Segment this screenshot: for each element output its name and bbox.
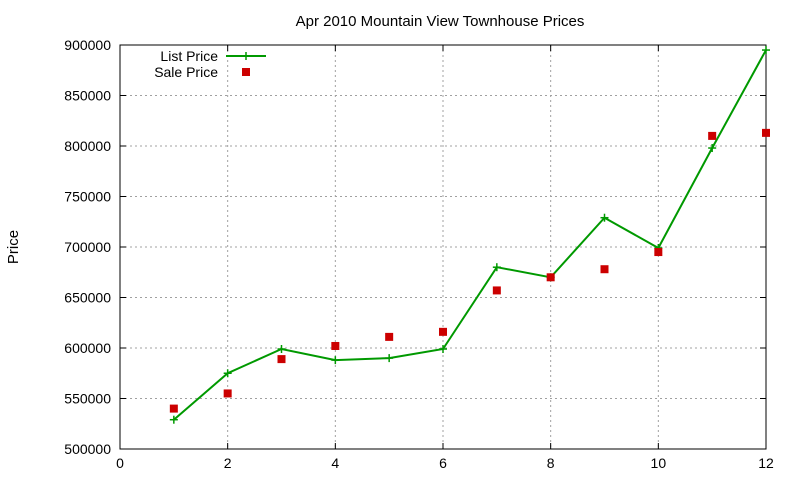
x-tick-label: 0 [116,455,124,471]
sale-price-point [762,128,770,137]
list-price-point [385,354,394,363]
y-tick-label: 650000 [64,290,111,306]
legend-label-sale-price: Sale Price [154,64,218,80]
legend-swatch-sale-price [242,68,250,76]
x-tick-label: 10 [651,455,667,471]
series [169,46,770,424]
list-price-point [277,345,286,354]
list-price-point [439,345,447,354]
y-axis-label: Price [5,230,22,264]
list-price-point [492,263,501,272]
sale-price-point [708,131,717,140]
sale-price-point [277,355,286,364]
x-tick-label: 2 [224,455,232,471]
legend-label-list-price: List Price [160,48,218,64]
y-tick-label: 600000 [64,340,111,356]
list-price-point [331,356,340,365]
y-tick-label: 500000 [64,441,111,457]
sale-price-point [492,286,501,295]
sale-price-point [600,265,609,274]
legend-marker-list-price [242,52,250,60]
y-tick-label: 800000 [64,138,111,154]
list-price-point [223,369,232,378]
x-tick-label: 8 [547,455,555,471]
chart-title: Apr 2010 Mountain View Townhouse Prices [296,13,585,30]
list-price-point [708,144,717,153]
list-price-point [169,415,178,424]
y-tick-label: 900000 [64,37,111,53]
grid [120,45,766,449]
x-tick-label: 4 [331,455,339,471]
axes: 0 2 4 6 8 10 12 500000 550000 600000 650000 700000 7… [64,37,774,471]
sale-price-point [331,341,340,350]
sale-price-point [654,248,663,257]
sale-price-point [169,404,178,413]
sale-price-point [546,273,555,282]
list-price-line [173,49,767,421]
x-tick-label: 12 [758,455,774,471]
list-price-point [762,46,770,55]
sale-price-point [223,389,232,398]
sale-price-point [439,327,447,336]
y-tick-label: 750000 [64,189,111,205]
sale-price-point [385,332,394,341]
x-tick-label: 6 [439,455,447,471]
list-price-point [600,213,609,222]
y-tick-label: 550000 [64,391,111,407]
y-tick-label: 700000 [64,239,111,255]
y-tick-label: 850000 [64,88,111,104]
